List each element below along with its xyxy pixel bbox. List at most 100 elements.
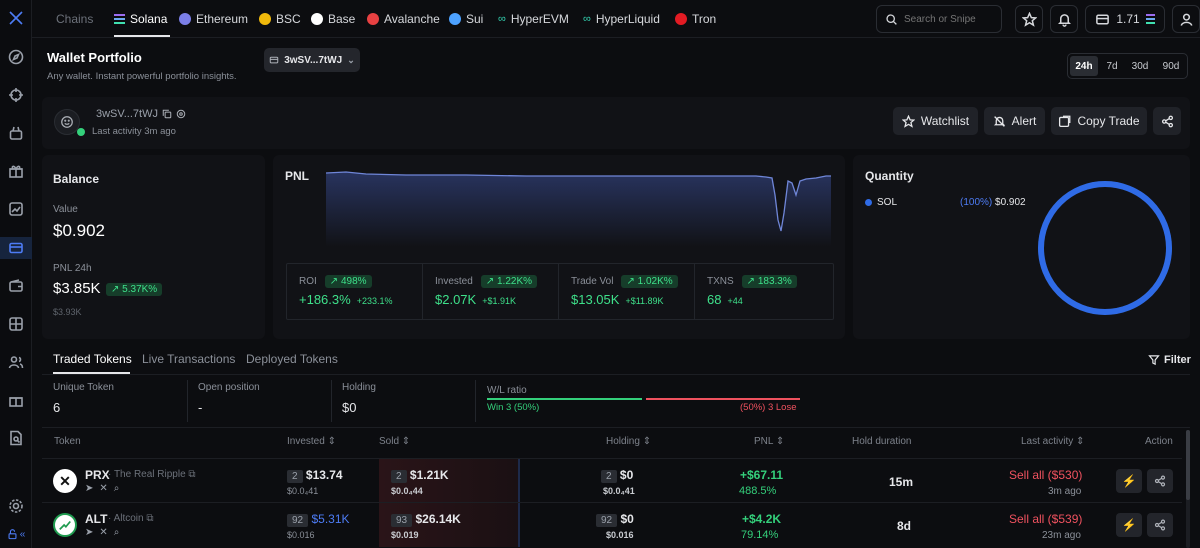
gift-icon[interactable] xyxy=(6,161,26,181)
chain-tab-base[interactable]: Base xyxy=(311,11,355,27)
share-row-button[interactable] xyxy=(1147,469,1173,493)
chain-tab-bsc[interactable]: BSC xyxy=(259,11,301,27)
value-label: Value xyxy=(53,204,78,215)
share-row-button[interactable] xyxy=(1147,513,1173,537)
copy-icon[interactable] xyxy=(162,109,172,119)
chain-tab-hyperliquid[interactable]: ∞ HyperLiquid xyxy=(583,11,660,27)
holding-value: $0 xyxy=(342,400,357,415)
settings-gear-icon[interactable] xyxy=(6,496,26,516)
sell-all-link[interactable]: Sell all ($539) xyxy=(1009,512,1083,526)
timeframe-24h[interactable]: 24h xyxy=(1070,56,1098,76)
lightning-icon: ⚡ xyxy=(1121,474,1137,488)
search-box[interactable] xyxy=(876,5,1002,33)
token-social-icons[interactable]: ➤✕⌕ xyxy=(85,483,126,494)
invested-sub: $0.0₄41 xyxy=(287,486,319,496)
info-icon[interactable] xyxy=(176,109,186,119)
table-row[interactable]: ALT · Altcoin ⧉ ➤✕⌕ 92 $5.31K $0.016 93 … xyxy=(42,502,1182,547)
wl-lose-bar xyxy=(646,398,800,400)
timeframe-90d[interactable]: 90d xyxy=(1162,60,1180,72)
stat-trade-vol-badge: 1.02K% xyxy=(637,276,673,287)
token-name: Altcoin xyxy=(113,513,144,524)
watchlist-label: Watchlist xyxy=(920,114,970,128)
table-row[interactable]: ✕ PRX · The Real Ripple ⧉ ➤✕⌕ 2 $13.74 $… xyxy=(42,458,1182,503)
last-activity: 23m ago xyxy=(1042,530,1081,541)
hold-duration: 15m xyxy=(889,475,914,489)
hyperliquid-icon: ∞ xyxy=(583,13,591,25)
chain-label-hyperevm: HyperEVM xyxy=(510,12,569,26)
chain-tab-sui[interactable]: Sui xyxy=(449,11,483,27)
profile-button[interactable] xyxy=(1172,5,1200,33)
smiley-icon xyxy=(61,116,73,128)
wallet-selector-label: 3wSV...7tWJ xyxy=(284,54,343,66)
alert-button[interactable]: Alert xyxy=(984,107,1045,135)
timeframe-7d[interactable]: 7d xyxy=(1106,60,1118,72)
col-sold[interactable]: Sold ⇕ xyxy=(379,436,411,447)
sold-value: $26.14K xyxy=(415,512,461,526)
stat-invested-sub: +$1.91K xyxy=(482,296,516,306)
tab-deployed-tokens[interactable]: Deployed Tokens xyxy=(246,352,338,366)
col-holding[interactable]: Holding ⇕ xyxy=(606,436,652,447)
tab-live-transactions[interactable]: Live Transactions xyxy=(142,352,236,366)
wallet-balance-button[interactable]: 1.71 xyxy=(1085,5,1165,33)
wallet-selector-dropdown[interactable]: 3wSV...7tWJ ⌄ xyxy=(264,48,360,72)
pnl-panel: PNL xyxy=(273,155,845,339)
chart-image-icon[interactable] xyxy=(6,199,26,219)
app-logo-icon[interactable] xyxy=(6,8,26,28)
watchlist-button[interactable]: Watchlist xyxy=(893,107,978,135)
sidebar: « xyxy=(0,0,32,548)
wallet-address: 3wSV...7tWJ xyxy=(96,108,158,120)
pnl-line xyxy=(326,171,831,232)
rewards-gift-icon[interactable] xyxy=(6,390,26,410)
holding-label: Holding xyxy=(342,382,376,393)
chain-tab-tron[interactable]: Tron xyxy=(675,11,716,27)
wallet-portfolio-icon[interactable] xyxy=(0,237,32,259)
table-scrollbar[interactable] xyxy=(1186,430,1190,548)
tab-traded-tokens[interactable]: Traded Tokens xyxy=(53,352,132,366)
col-invested[interactable]: Invested ⇕ xyxy=(287,436,336,447)
crosshair-icon[interactable] xyxy=(6,85,26,105)
token-name: The Real Ripple xyxy=(113,469,186,480)
stat-trade-vol-sub: +$11.89K xyxy=(625,296,664,306)
last-activity-text: Last activity 3m ago xyxy=(92,126,176,137)
wallet-icon[interactable] xyxy=(6,276,26,296)
online-status-dot xyxy=(77,128,85,136)
favorites-star-button[interactable] xyxy=(1015,5,1043,33)
filter-button[interactable]: Filter xyxy=(1148,354,1191,366)
chain-tab-solana[interactable]: Solana xyxy=(114,11,167,27)
basket-icon[interactable] xyxy=(6,123,26,143)
top-navigation-bar: Chains Solana Ethereum BSC Base Avalanch… xyxy=(32,0,1200,38)
open-position-label: Open position xyxy=(198,382,260,393)
collapse-sidebar-icon[interactable]: « xyxy=(6,524,26,544)
grid-icon[interactable] xyxy=(6,314,26,334)
users-icon[interactable] xyxy=(6,352,26,372)
col-last-activity[interactable]: Last activity ⇕ xyxy=(1021,436,1085,447)
chain-tab-avalanche[interactable]: Avalanche xyxy=(367,11,440,27)
token-symbol[interactable]: PRX xyxy=(85,468,110,482)
quick-buy-button[interactable]: ⚡ xyxy=(1116,469,1142,493)
col-pnl[interactable]: PNL ⇕ xyxy=(754,436,785,447)
share-icon xyxy=(1154,519,1166,531)
sui-icon xyxy=(449,13,461,25)
sell-all-link[interactable]: Sell all ($530) xyxy=(1009,468,1083,482)
last-activity: 3m ago xyxy=(1048,486,1082,497)
token-symbol[interactable]: ALT xyxy=(85,512,108,526)
quick-buy-button[interactable]: ⚡ xyxy=(1116,513,1142,537)
col-hold-duration: Hold duration xyxy=(852,436,912,447)
copy-trade-button[interactable]: Copy Trade xyxy=(1051,107,1147,135)
legend-name: SOL xyxy=(877,197,898,208)
token-social-icons[interactable]: ➤✕⌕ xyxy=(85,527,126,538)
chain-label-solana: Solana xyxy=(130,12,168,26)
timeframe-30d[interactable]: 30d xyxy=(1131,60,1149,72)
holding-value: $0 xyxy=(620,512,634,526)
scrollbar-thumb[interactable] xyxy=(1186,430,1190,500)
notifications-button[interactable] xyxy=(1050,5,1078,33)
chain-tab-ethereum[interactable]: Ethereum xyxy=(179,11,248,27)
document-search-icon[interactable] xyxy=(6,428,26,448)
wl-lose-text: (50%) 3 Lose xyxy=(740,402,797,413)
stat-roi-label: ROI xyxy=(299,276,317,287)
search-input[interactable] xyxy=(904,13,996,25)
compass-icon[interactable] xyxy=(6,47,26,67)
filter-label: Filter xyxy=(1164,354,1191,366)
chain-tab-hyperevm[interactable]: ∞ HyperEVM xyxy=(498,11,569,27)
share-button[interactable] xyxy=(1153,107,1181,135)
